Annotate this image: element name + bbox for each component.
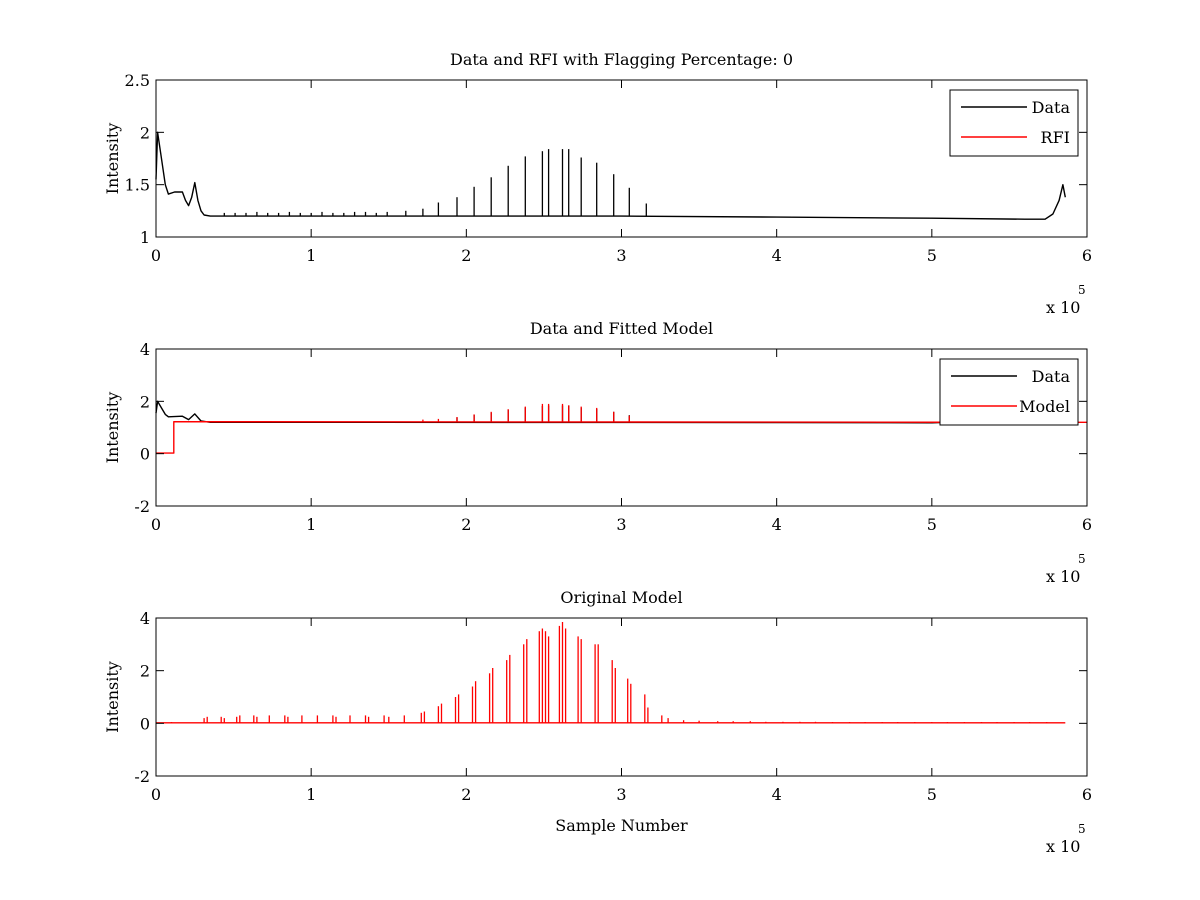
legend-label: Data: [1032, 98, 1071, 117]
y-tick-label: -2: [134, 497, 150, 516]
y-tick-label: 2: [140, 123, 150, 142]
y-tick-label: 1: [140, 228, 150, 247]
legend-label: Data: [1032, 367, 1071, 386]
chart-title: Data and RFI with Flagging Percentage: 0: [450, 50, 793, 69]
legend-box: [949, 89, 1079, 157]
x-tick-label: 3: [616, 785, 626, 804]
y-axis-label: Intensity: [103, 661, 122, 733]
x-axis-label: Sample Number: [555, 816, 688, 835]
series-model: [156, 622, 1066, 724]
y-tick-label: 1.5: [125, 176, 150, 195]
series-data: [155, 131, 1066, 220]
x-tick-label: 4: [772, 246, 782, 265]
y-tick-label: 0: [140, 445, 150, 464]
y-tick-label: 4: [140, 340, 150, 359]
legend-label: RFI: [1041, 128, 1070, 147]
x-tick-label: 6: [1082, 515, 1092, 534]
chart-title: Data and Fitted Model: [530, 319, 713, 338]
x-multiplier-label: x 10: [1046, 567, 1080, 586]
x-multiplier-exponent: 5: [1078, 552, 1086, 566]
x-tick-label: 2: [461, 785, 471, 804]
x-tick-label: 0: [151, 515, 161, 534]
x-multiplier-label: x 10: [1046, 837, 1080, 856]
legend-box: [939, 358, 1079, 426]
legend-label: Model: [1019, 397, 1070, 416]
x-tick-label: 1: [306, 515, 316, 534]
plot-area: [156, 618, 1087, 776]
plot-area: [156, 349, 1087, 506]
plot-area: [156, 80, 1087, 237]
x-tick-label: 0: [151, 246, 161, 265]
y-tick-label: 2: [140, 392, 150, 411]
x-tick-label: 6: [1082, 785, 1092, 804]
y-tick-label: 4: [140, 609, 150, 628]
x-multiplier-exponent: 5: [1078, 822, 1086, 836]
series-line: [156, 421, 1088, 454]
x-tick-label: 5: [927, 515, 937, 534]
x-tick-label: 6: [1082, 246, 1092, 265]
y-tick-label: 0: [140, 714, 150, 733]
y-axis-label: Intensity: [103, 392, 122, 464]
x-tick-label: 5: [927, 785, 937, 804]
x-tick-label: 4: [772, 515, 782, 534]
x-tick-label: 1: [306, 246, 316, 265]
y-tick-label: -2: [134, 767, 150, 786]
x-tick-label: 1: [306, 785, 316, 804]
chart-title: Original Model: [560, 588, 682, 607]
x-multiplier-exponent: 5: [1078, 283, 1086, 297]
y-tick-label: 2.5: [125, 71, 150, 90]
x-tick-label: 4: [772, 785, 782, 804]
x-tick-label: 2: [461, 246, 471, 265]
series-line: [155, 131, 1066, 220]
y-axis-label: Intensity: [103, 123, 122, 195]
series-model: [156, 403, 1088, 454]
x-multiplier-label: x 10: [1046, 298, 1080, 317]
y-tick-label: 2: [140, 662, 150, 681]
legend: Data RFI: [949, 89, 1079, 157]
x-tick-label: 3: [616, 246, 626, 265]
x-tick-label: 2: [461, 515, 471, 534]
x-tick-label: 5: [927, 246, 937, 265]
legend: Data Model: [939, 358, 1079, 426]
x-tick-label: 0: [151, 785, 161, 804]
x-tick-label: 3: [616, 515, 626, 534]
